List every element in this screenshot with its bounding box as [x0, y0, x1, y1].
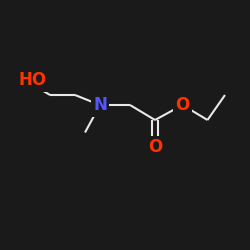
Text: HO: HO	[18, 71, 46, 89]
Text: O: O	[148, 138, 162, 156]
Text: O: O	[176, 96, 190, 114]
Text: N: N	[93, 96, 107, 114]
